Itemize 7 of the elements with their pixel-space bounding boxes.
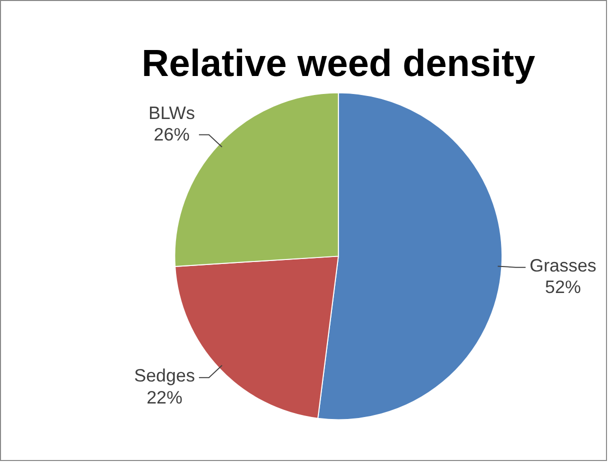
slice-label: Sedges (134, 366, 195, 386)
data-label: 22% (146, 388, 183, 408)
data-label: 52% (545, 277, 582, 298)
slice-label: Grasses (530, 255, 596, 276)
chart-title: Relative weed density (142, 42, 536, 85)
slice-label: BLWs (148, 102, 195, 123)
data-label: 26% (154, 124, 190, 145)
